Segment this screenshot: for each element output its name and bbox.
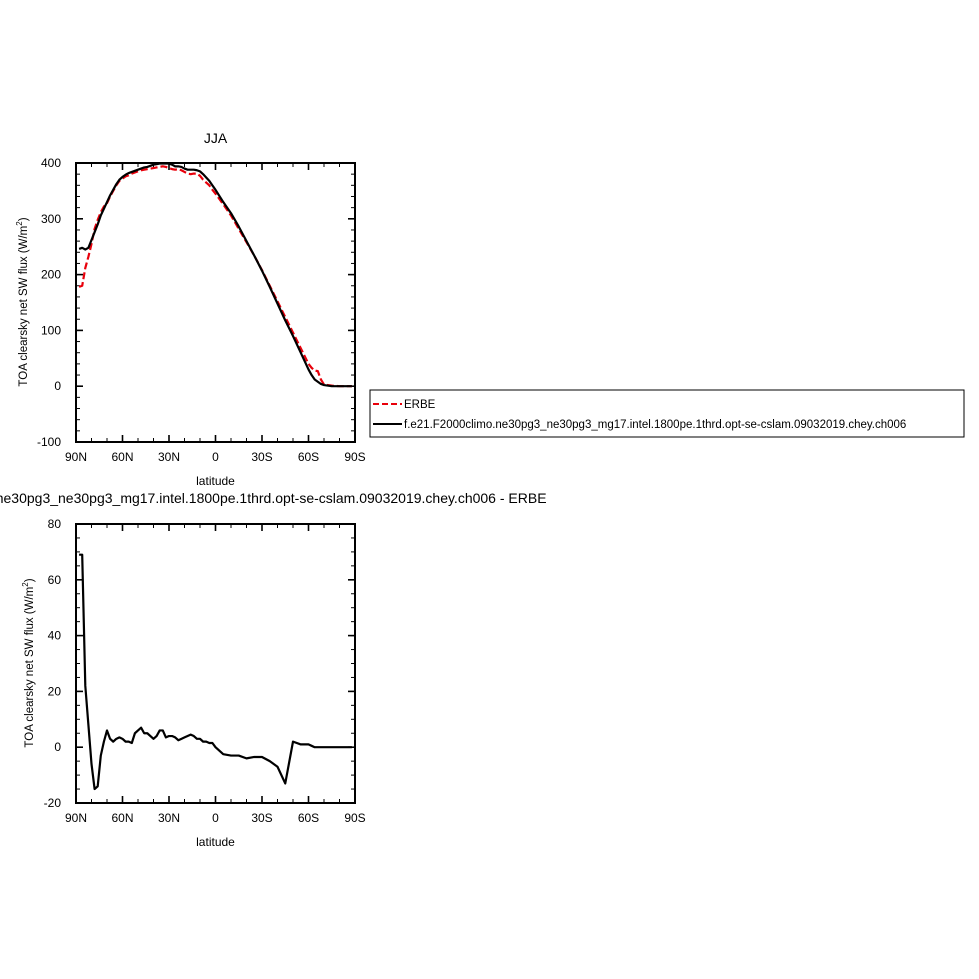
top-ytick-label: 0: [54, 379, 61, 393]
bottom-ylabel-close: ): [24, 578, 36, 582]
top-ytick-label: 400: [41, 156, 61, 170]
top-ylabel-close: ): [18, 217, 30, 221]
top-xtick-label: 60S: [298, 450, 319, 464]
legend: ERBE f.e21.F2000climo.ne30pg3_ne30pg3_mg…: [369, 389, 965, 438]
bottom-ytick-label: 80: [48, 517, 62, 531]
bottom-chart-xlabel: latitude: [196, 835, 235, 849]
bottom-ytick-label: 0: [54, 740, 61, 754]
bottom-xtick-label: 90N: [65, 811, 87, 825]
top-series-line-model: [78, 163, 352, 388]
top-chart-xlabel: latitude: [196, 474, 235, 488]
top-chart-ticks: 90N 60N 30N 0 30S 60S 90S 400 300 200 100 0 -100: [37, 156, 366, 464]
top-ytick-label: -100: [37, 435, 61, 449]
top-chart-title: JJA: [204, 130, 228, 146]
bottom-ytick-label: -20: [44, 796, 62, 810]
bottom-xtick-label: 90S: [344, 811, 365, 825]
bottom-xtick-label: 60N: [111, 811, 133, 825]
top-ylabel-main: TOA clearsky net SW flux (W/m: [18, 226, 30, 387]
bottom-chart-ylabel: TOA clearsky net SW flux (W/m2): [21, 578, 36, 747]
top-ytick-label: 200: [41, 268, 61, 282]
bottom-ylabel-main: TOA clearsky net SW flux (W/m: [24, 587, 36, 748]
bottom-ytick-label: 40: [48, 629, 62, 643]
top-xtick-label: 60N: [111, 450, 133, 464]
bottom-chart-panel: f.e21.F2000climo.ne30pg3_ne30pg3_mg17.in…: [0, 490, 547, 849]
top-series-line-erbe: [78, 165, 352, 388]
bottom-ylabel-sup: 2: [21, 582, 30, 587]
top-xtick-label: 90S: [344, 450, 365, 464]
top-ytick-label: 300: [41, 212, 61, 226]
legend-label-erbe: ERBE: [404, 399, 436, 411]
top-chart-frame: [75, 162, 356, 443]
top-chart-panel: JJA TOA clearsky net SW flux (W/m2) lati…: [15, 130, 366, 488]
bottom-chart-ticks: 90N 60N 30N 0 30S 60S 90S 80 60 40 20 0 -20: [44, 517, 366, 825]
bottom-xtick-label: 60S: [298, 811, 319, 825]
bottom-series-line-difference: [79, 553, 352, 791]
bottom-xtick-label: 0: [212, 811, 219, 825]
legend-label-model: f.e21.F2000climo.ne30pg3_ne30pg3_mg17.in…: [404, 419, 906, 431]
top-xtick-label: 90N: [65, 450, 87, 464]
top-xtick-label: 30S: [251, 450, 272, 464]
legend-box: [369, 389, 965, 438]
top-chart-ylabel: TOA clearsky net SW flux (W/m2): [15, 217, 30, 386]
bottom-xtick-label: 30N: [158, 811, 180, 825]
bottom-xtick-label: 30S: [251, 811, 272, 825]
top-xtick-label: 30N: [158, 450, 180, 464]
bottom-chart-title: f.e21.F2000climo.ne30pg3_ne30pg3_mg17.in…: [0, 490, 547, 506]
top-xtick-label: 0: [212, 450, 219, 464]
bottom-chart-series: [79, 553, 352, 791]
bottom-ytick-label: 60: [48, 573, 62, 587]
top-ytick-label: 100: [41, 323, 61, 337]
top-chart-series: [78, 163, 352, 388]
top-ylabel-sup: 2: [15, 221, 24, 226]
bottom-chart-frame: [75, 523, 356, 804]
bottom-ytick-label: 20: [48, 684, 62, 698]
